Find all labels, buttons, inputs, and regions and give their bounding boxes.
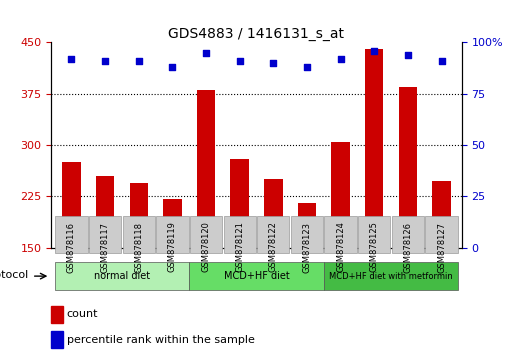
Bar xyxy=(163,199,182,248)
Bar xyxy=(51,331,63,348)
Text: count: count xyxy=(67,309,98,319)
Point xyxy=(269,60,278,66)
Text: normal diet: normal diet xyxy=(94,271,150,281)
Text: MCD+HF diet with metformin: MCD+HF diet with metformin xyxy=(329,272,453,281)
Text: percentile rank within the sample: percentile rank within the sample xyxy=(67,335,254,345)
FancyBboxPatch shape xyxy=(55,216,88,253)
Point xyxy=(438,58,446,64)
Text: GSM878126: GSM878126 xyxy=(403,222,412,273)
FancyBboxPatch shape xyxy=(89,216,121,253)
Point xyxy=(168,64,176,70)
Text: GSM878127: GSM878127 xyxy=(437,222,446,273)
FancyBboxPatch shape xyxy=(189,262,324,290)
FancyBboxPatch shape xyxy=(257,216,289,253)
FancyBboxPatch shape xyxy=(123,216,155,253)
Bar xyxy=(298,203,316,248)
Bar xyxy=(197,90,215,248)
Text: MCD+HF diet: MCD+HF diet xyxy=(224,271,289,281)
Text: GSM878123: GSM878123 xyxy=(303,222,311,273)
FancyBboxPatch shape xyxy=(156,216,189,253)
Text: GSM878120: GSM878120 xyxy=(202,222,210,272)
Text: GSM878119: GSM878119 xyxy=(168,222,177,272)
Text: GSM878116: GSM878116 xyxy=(67,222,76,273)
Text: protocol: protocol xyxy=(0,269,28,280)
Point xyxy=(134,58,143,64)
Point xyxy=(303,64,311,70)
Text: GSM878121: GSM878121 xyxy=(235,222,244,272)
Bar xyxy=(62,162,81,248)
Point xyxy=(202,50,210,56)
Bar xyxy=(432,181,451,248)
Point xyxy=(235,58,244,64)
Text: GSM878125: GSM878125 xyxy=(370,222,379,272)
Bar xyxy=(129,183,148,248)
FancyBboxPatch shape xyxy=(291,216,323,253)
Bar xyxy=(331,142,350,248)
FancyBboxPatch shape xyxy=(55,262,189,290)
Point xyxy=(370,48,379,53)
FancyBboxPatch shape xyxy=(224,216,256,253)
Point xyxy=(101,58,109,64)
FancyBboxPatch shape xyxy=(324,216,357,253)
Text: GSM878118: GSM878118 xyxy=(134,222,143,273)
Text: GSM878122: GSM878122 xyxy=(269,222,278,272)
FancyBboxPatch shape xyxy=(392,216,424,253)
Title: GDS4883 / 1416131_s_at: GDS4883 / 1416131_s_at xyxy=(168,28,345,41)
Bar xyxy=(365,49,384,248)
Bar xyxy=(51,306,63,323)
FancyBboxPatch shape xyxy=(324,262,458,290)
Bar xyxy=(230,159,249,248)
FancyBboxPatch shape xyxy=(190,216,222,253)
Bar xyxy=(399,87,417,248)
Point xyxy=(404,52,412,58)
FancyBboxPatch shape xyxy=(425,216,458,253)
Point xyxy=(337,56,345,62)
FancyBboxPatch shape xyxy=(358,216,390,253)
Text: GSM878117: GSM878117 xyxy=(101,222,110,273)
Bar xyxy=(96,176,114,248)
Bar xyxy=(264,179,283,248)
Text: GSM878124: GSM878124 xyxy=(336,222,345,272)
Point xyxy=(67,56,75,62)
